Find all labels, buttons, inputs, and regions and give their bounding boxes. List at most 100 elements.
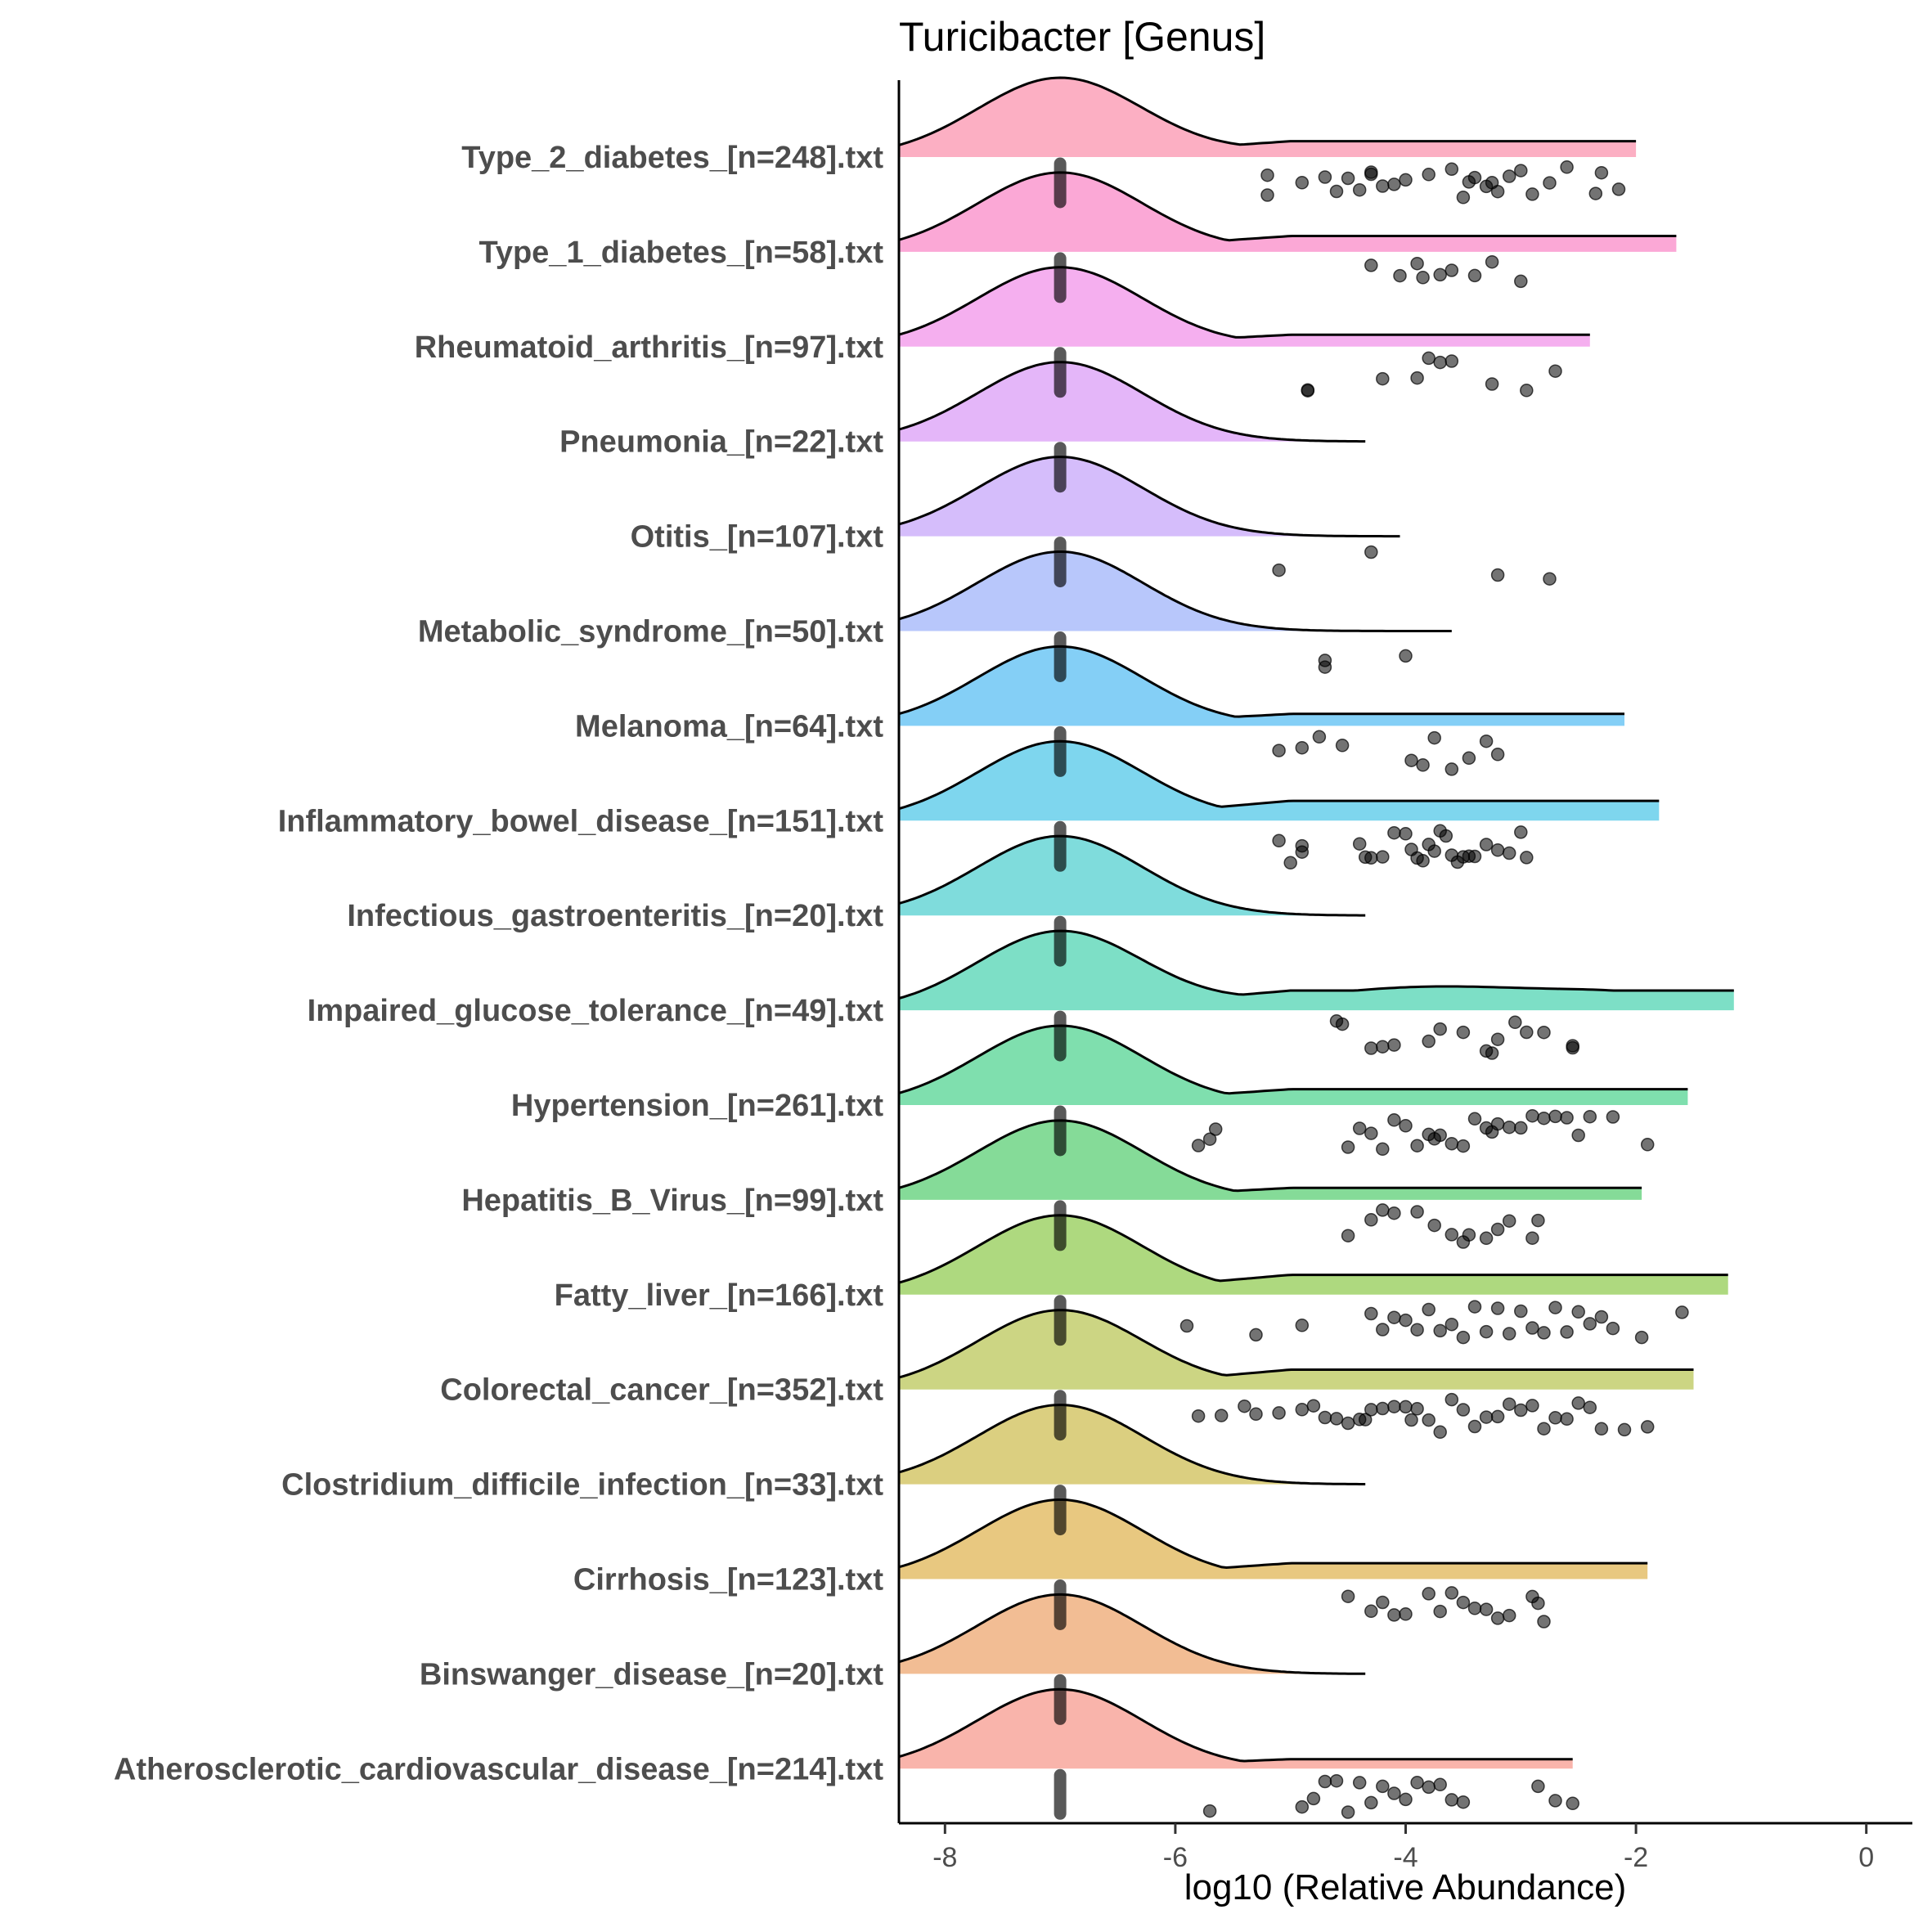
- data-point: [1376, 1142, 1390, 1157]
- data-point: [1410, 1402, 1424, 1416]
- data-point: [1571, 1396, 1585, 1410]
- category-label: Infectious_gastroenteritis_[n=20].txt: [347, 899, 883, 933]
- data-point: [1399, 827, 1413, 841]
- density-outline: [898, 739, 1660, 811]
- data-point: [1399, 1313, 1413, 1328]
- data-point: [1364, 165, 1378, 179]
- data-point: [1352, 1121, 1367, 1135]
- data-point: [1560, 160, 1574, 174]
- data-point: [1306, 1399, 1321, 1413]
- data-point: [1272, 563, 1286, 577]
- data-point: [1467, 849, 1482, 864]
- data-point: [1611, 182, 1626, 196]
- category-label: Hypertension_[n=261].txt: [511, 1089, 883, 1123]
- data-point: [1422, 1587, 1436, 1601]
- data-point: [1376, 850, 1390, 864]
- data-point: [1249, 1328, 1263, 1342]
- data-point: [1318, 1410, 1332, 1425]
- data-point: [1427, 844, 1441, 858]
- category-label: Rheumatoid_arthritis_[n=97].txt: [415, 330, 884, 365]
- points-layer: [1054, 157, 1689, 1820]
- density-area: [899, 836, 1366, 916]
- data-point: [1525, 1321, 1539, 1335]
- data-point: [1399, 1400, 1413, 1414]
- data-point: [1387, 1310, 1401, 1324]
- category-label: Metabolic_syndrome_[n=50].txt: [418, 615, 883, 649]
- data-point: [1376, 179, 1390, 193]
- category-label: Pneumonia_[n=22].txt: [559, 425, 883, 460]
- data-point: [1410, 1776, 1424, 1790]
- data-point: [1588, 186, 1603, 200]
- density-area: [899, 78, 1637, 157]
- data-point: [1335, 1017, 1350, 1031]
- data-point: [1352, 837, 1367, 851]
- x-axis-title: log10 (Relative Abundance): [1184, 1867, 1627, 1907]
- data-point: [1335, 739, 1350, 753]
- data-point: [1191, 1139, 1206, 1152]
- data-point: [1433, 1022, 1447, 1036]
- data-point: [1433, 355, 1447, 370]
- category-label: Colorectal_cancer_[n=352].txt: [440, 1373, 883, 1408]
- data-point: [1675, 1305, 1689, 1319]
- data-point: [1445, 1392, 1459, 1407]
- data-point: [1422, 1413, 1436, 1427]
- data-point: [1364, 1604, 1378, 1619]
- data-point: [1376, 1595, 1390, 1610]
- density-area: [899, 1215, 1728, 1295]
- data-point: [1462, 1228, 1476, 1242]
- data-point: [1329, 1773, 1344, 1788]
- data-point: [1456, 1025, 1471, 1040]
- data-point: [1514, 274, 1528, 289]
- data-point: [1295, 1319, 1310, 1332]
- data-point: [1422, 1034, 1436, 1049]
- data-point: [1439, 829, 1453, 843]
- data-point: [1467, 1419, 1482, 1434]
- data-point: [1433, 1425, 1447, 1440]
- data-point: [1640, 1138, 1655, 1152]
- data-point: [1583, 1400, 1597, 1414]
- data-point: [1341, 1805, 1355, 1819]
- data-point: [1445, 762, 1459, 776]
- data-point: [1548, 1411, 1562, 1425]
- data-point: [1467, 170, 1482, 185]
- data-point: [1427, 1218, 1441, 1233]
- data-point: [1352, 182, 1367, 197]
- data-point: [1537, 1422, 1551, 1436]
- data-point: [1445, 1793, 1459, 1807]
- density-outline: [898, 645, 1624, 718]
- data-point: [1399, 649, 1413, 663]
- data-point: [1179, 1319, 1194, 1333]
- density-outline: [898, 1309, 1694, 1379]
- data-point: [1525, 1108, 1539, 1123]
- data-point: [1537, 1615, 1551, 1629]
- category-label: Otitis_[n=107].txt: [631, 520, 884, 555]
- data-point: [1594, 1310, 1609, 1324]
- data-point: [1329, 184, 1344, 199]
- data-point: [1571, 1128, 1585, 1143]
- density-area: [899, 551, 1452, 631]
- category-label: Impaired_glucose_tolerance_[n=49].txt: [308, 994, 884, 1028]
- density-outline: [898, 929, 1734, 1000]
- data-point: [1520, 384, 1534, 398]
- data-point: [1479, 1324, 1494, 1339]
- data-point: [1514, 1121, 1528, 1135]
- data-point: [1445, 1317, 1459, 1332]
- data-point: [1531, 1596, 1545, 1611]
- data-point: [1525, 187, 1539, 201]
- data-point: [1433, 1777, 1447, 1792]
- data-point: [1467, 268, 1482, 283]
- density-area: [899, 172, 1677, 252]
- density-layer: [898, 76, 1734, 1769]
- data-point: [1490, 1222, 1505, 1237]
- data-point: [1295, 176, 1310, 190]
- data-point: [1467, 1300, 1482, 1314]
- data-point: [1502, 1608, 1516, 1623]
- data-point: [1583, 1109, 1597, 1124]
- data-point: [1508, 1015, 1522, 1030]
- data-point: [1548, 1109, 1562, 1124]
- data-point: [1548, 364, 1562, 378]
- data-point: [1364, 258, 1378, 272]
- data-point: [1341, 1229, 1355, 1242]
- data-point: [1502, 1214, 1516, 1228]
- density-outline: [898, 834, 1366, 917]
